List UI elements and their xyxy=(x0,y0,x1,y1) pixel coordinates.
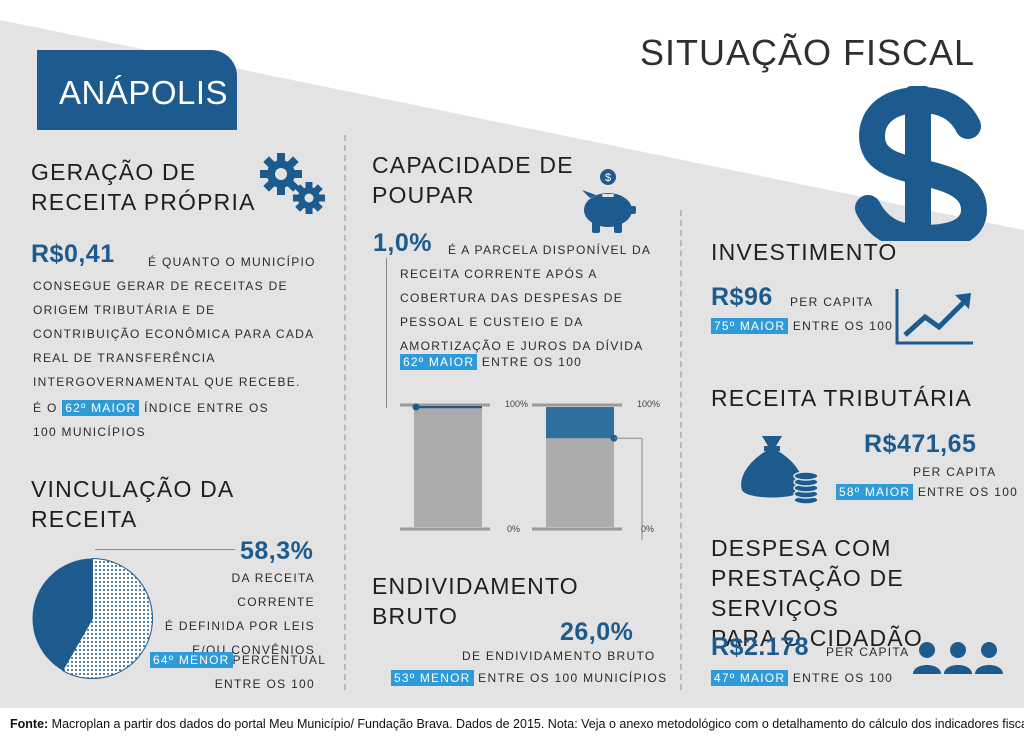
money-bag-icon xyxy=(738,428,820,504)
column-divider-2 xyxy=(680,210,682,690)
poupar-text-first: é a parcela disponível da xyxy=(448,238,651,262)
text-line: contribuição econômica para cada xyxy=(33,327,315,341)
rank-suffix: percentual xyxy=(232,653,327,667)
rank-suffix: entre os 100 xyxy=(917,485,1019,499)
receita-propria-value: R$0,41 xyxy=(31,240,115,268)
tributaria-title: RECEITA TRIBUTÁRIA xyxy=(711,385,973,411)
receita-propria-title: GERAÇÃO DE RECEITA PRÓPRIA xyxy=(31,157,256,217)
investimento-title: INVESTIMENTO xyxy=(711,239,898,265)
despesa-rank: 47º MAIOR entre os 100 xyxy=(711,666,893,690)
rank-suffix: entre os 100 xyxy=(792,319,894,333)
poupar-title: CAPACIDADE DE POUPAR xyxy=(372,150,574,210)
footer-label: Fonte: xyxy=(10,717,49,731)
investimento-rank: 75º MAIOR entre os 100 xyxy=(711,314,893,338)
rank-badge: 53º MENOR xyxy=(391,670,474,686)
text-line: é quanto o município xyxy=(148,255,316,269)
poupar-leader-line xyxy=(386,258,387,408)
title-line: POUPAR xyxy=(372,182,475,208)
column-divider-1 xyxy=(344,135,346,690)
title-line: RECEITA PRÓPRIA xyxy=(31,189,256,215)
rank-badge: 75º MAIOR xyxy=(711,318,789,334)
footer-text: Macroplan a partir dos dados do portal M… xyxy=(51,717,1024,731)
despesa-title: DESPESA COM PRESTAÇÃO DE SERVIÇOS PARA O… xyxy=(711,533,1024,653)
vinculacao-title: VINCULAÇÃO DA RECEITA xyxy=(31,474,234,534)
poupar-bar-base xyxy=(414,407,482,527)
title-line: GERAÇÃO DE xyxy=(31,159,197,185)
rank-line2: entre os 100 xyxy=(214,677,315,691)
poupar-rank: 62º MAIOR entre os 100 xyxy=(400,350,582,374)
text-line: é definida por leis xyxy=(164,619,315,633)
text-line: intergovernamental que recebe. xyxy=(33,375,301,389)
title-line: VINCULAÇÃO DA xyxy=(31,476,235,502)
title-line: DESPESA COM xyxy=(711,535,892,561)
gears-icon xyxy=(259,152,329,218)
despesa-value: R$2.178 xyxy=(711,633,810,661)
vinculacao-value: 58,3% xyxy=(240,537,314,565)
poupar-value: 1,0% xyxy=(373,229,432,257)
footer-source: Fonte: Macroplan a partir dos dados do p… xyxy=(0,708,1024,745)
rank-badge: 47º MAIOR xyxy=(711,670,789,686)
rank-suffix: entre os 100 xyxy=(481,355,583,369)
page-title: SITUAÇÃO FISCAL xyxy=(640,32,976,73)
city-tab: ANÁPOLIS xyxy=(37,50,237,130)
investimento-per: per capita xyxy=(790,295,874,309)
despesa-per: per capita xyxy=(826,645,910,659)
endividamento-text: de endividamento bruto xyxy=(462,649,656,663)
text-line: pessoal e custeio e da xyxy=(400,315,584,329)
text-line: da receita corrente xyxy=(231,571,315,609)
receita-propria-rank: é o 62º MAIOR índice entre os 100 municí… xyxy=(33,396,269,444)
tributaria-rank: 58º MAIOR entre os 100 xyxy=(836,480,1018,504)
text-line: é a parcela disponível da xyxy=(448,243,652,257)
bar2-top-label: 100% xyxy=(637,399,661,409)
dollar-sign-icon xyxy=(850,86,995,241)
rank-badge: 58º MAIOR xyxy=(836,484,914,500)
rank-line2: 100 municípios xyxy=(33,425,146,439)
title-line: BRUTO xyxy=(372,603,459,629)
rank-suffix: entre os 100 xyxy=(792,671,894,685)
title-line: ENDIVIDAMENTO xyxy=(372,573,579,599)
investimento-value: R$96 xyxy=(711,283,773,311)
rank-suffix: índice entre os xyxy=(144,401,269,415)
people-icon xyxy=(912,640,1004,674)
title-line: RECEITA xyxy=(31,506,138,532)
receita-propria-text: é quanto o município xyxy=(148,250,316,274)
text-line: origem tributária e de xyxy=(33,303,216,317)
rank-badge: 62º MAIOR xyxy=(62,400,140,416)
vinculacao-rank: 64º MENOR percentual entre os 100 xyxy=(150,648,325,696)
rank-prefix: é o xyxy=(33,401,58,415)
bar2-bottom-label: 0% xyxy=(641,524,655,534)
text-line: cobertura das despesas de xyxy=(400,291,623,305)
background-diagonal xyxy=(0,20,1024,710)
bars-chart xyxy=(400,403,643,540)
poupar-text: receita corrente após a cobertura das de… xyxy=(400,262,644,358)
rank-badge: 64º MENOR xyxy=(150,652,233,668)
receita-propria-text-body: consegue gerar de receitas de origem tri… xyxy=(33,274,314,394)
endividamento-title: ENDIVIDAMENTO BRUTO xyxy=(372,571,579,631)
tributaria-value: R$471,65 xyxy=(864,430,977,458)
endividamento-rank: 53º MENOR entre os 100 municípios xyxy=(391,666,667,690)
tributaria-per: per capita xyxy=(913,465,997,479)
piggy-bank-icon: $ xyxy=(578,168,636,234)
endividamento-value: 26,0% xyxy=(560,618,634,646)
title-line: CAPACIDADE DE xyxy=(372,152,574,178)
text-line: consegue gerar de receitas de xyxy=(33,279,288,293)
text-line: receita corrente após a xyxy=(400,267,598,281)
text-line: real de transferência xyxy=(33,351,216,365)
endividamento-bar-fill xyxy=(546,407,614,439)
vinculacao-pie-chart xyxy=(32,557,153,679)
rank-badge: 62º MAIOR xyxy=(400,354,478,370)
bar1-top-label: 100% xyxy=(505,399,529,409)
pie-slice-vinculada xyxy=(61,557,153,679)
vinculacao-leader-line xyxy=(95,549,235,550)
title-line: PARA O CIDADÃO xyxy=(711,625,923,651)
title-line: PRESTAÇÃO DE SERVIÇOS xyxy=(711,565,904,621)
bar1-bottom-label: 0% xyxy=(507,524,521,534)
growth-chart-icon xyxy=(895,287,975,347)
rank-suffix: entre os 100 municípios xyxy=(478,671,668,685)
svg-text:$: $ xyxy=(605,172,611,184)
text-line: amortização e juros da dívida xyxy=(400,339,644,353)
